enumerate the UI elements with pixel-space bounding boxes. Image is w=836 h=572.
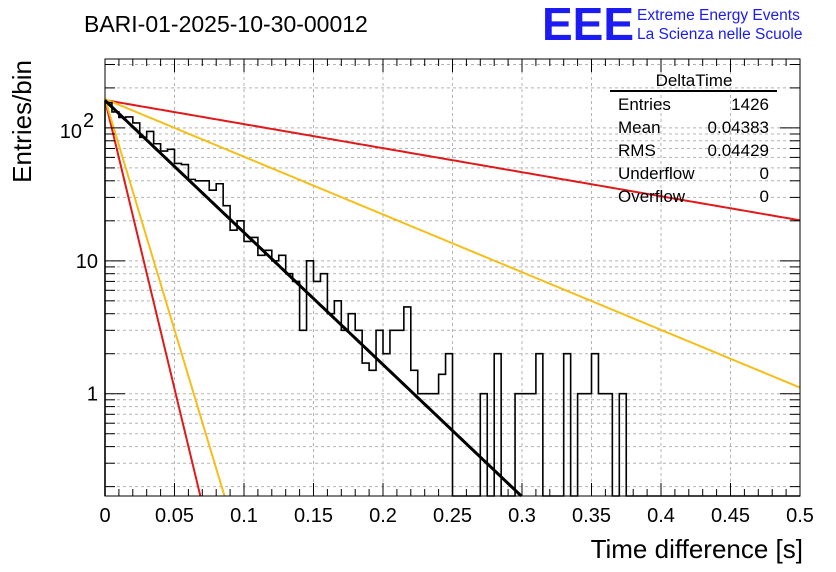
- histogram-outline: [104, 101, 800, 497]
- stats-title: DeltaTime: [656, 71, 733, 90]
- x-axis-label: Time difference [s]: [591, 534, 803, 564]
- logo-line-2: La Scienza nelle Scuole: [637, 26, 802, 43]
- stats-value-rms: 0.04429: [708, 141, 769, 160]
- x-tick-label: 0.15: [294, 505, 333, 527]
- stats-value-underflow: 0: [760, 164, 769, 183]
- y-axis-label: Entries/bin: [7, 60, 37, 183]
- histogram: [104, 101, 800, 497]
- stats-value-mean: 0.04383: [708, 118, 769, 137]
- stats-value-overflow: 0: [760, 187, 769, 206]
- x-tick-label: 0.1: [230, 505, 258, 527]
- x-tick-label: 0.4: [647, 505, 675, 527]
- stats-label-entries: Entries: [618, 95, 671, 114]
- stats-label-rms: RMS: [618, 141, 656, 160]
- curve-ref-yellow-slow: [104, 98, 801, 389]
- x-tick-labels: 0 0.05 0.1 0.15 0.2 0.25 0.3 0.35 0.4 0.45 0.5: [99, 505, 813, 527]
- stats-label-underflow: Underflow: [618, 164, 695, 183]
- x-tick-label: 0.3: [508, 505, 536, 527]
- y-tick-label: 10: [60, 121, 82, 143]
- y-tick-label: 10: [76, 251, 98, 273]
- eee-logo: EEE Extreme Energy Events La Scienza nel…: [542, 0, 802, 50]
- x-tick-label: 0.05: [155, 505, 194, 527]
- curve-ref-red-fast: [104, 99, 202, 497]
- curve-ref-red-slow: [104, 99, 801, 222]
- logo-line-1: Extreme Energy Events: [637, 7, 800, 24]
- x-tick-label: 0: [99, 505, 110, 527]
- chart-title: BARI-01-2025-10-30-00012: [84, 11, 368, 37]
- axis-ticks: [104, 59, 801, 496]
- x-tick-label: 0.35: [572, 505, 611, 527]
- curve-ref-yellow-fast: [104, 98, 226, 497]
- stats-label-mean: Mean: [618, 118, 661, 137]
- x-tick-label: 0.5: [786, 505, 814, 527]
- x-tick-label: 0.25: [433, 505, 472, 527]
- logo-mark: EEE: [542, 0, 634, 50]
- x-tick-label: 0.45: [711, 505, 750, 527]
- y-tick-label: 1: [87, 384, 98, 406]
- stats-label-overflow: Overflow: [618, 187, 686, 206]
- stats-value-entries: 1426: [731, 95, 769, 114]
- y-tick-label-exponent: 2: [83, 110, 94, 132]
- stats-box: DeltaTime Entries 1426 Mean 0.04383 RMS …: [610, 71, 777, 206]
- x-tick-label: 0.2: [369, 505, 397, 527]
